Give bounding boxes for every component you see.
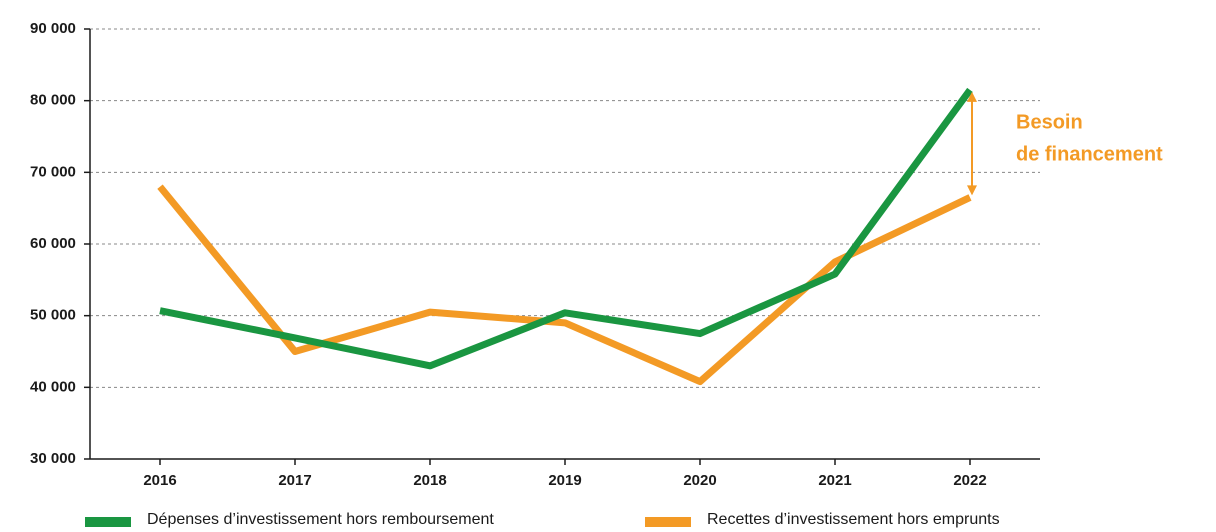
legend-swatch [85, 517, 131, 527]
y-tick-label: 60 000 [30, 235, 76, 252]
y-tick-label: 90 000 [30, 20, 76, 37]
x-tick-label: 2020 [683, 472, 716, 489]
x-tick-label: 2016 [143, 472, 176, 489]
legend-swatch [645, 517, 691, 527]
x-tick-label: 2018 [413, 472, 446, 489]
arrow-head [967, 185, 977, 196]
annotation: Besoin [1016, 111, 1083, 133]
series-line [157, 184, 972, 386]
y-tick-label: 30 000 [30, 450, 76, 467]
y-tick-label: 80 000 [30, 92, 76, 109]
x-tick-label: 2019 [548, 472, 581, 489]
y-tick-label: 40 000 [30, 378, 76, 395]
legend-label: Dépenses d’investissement hors rembourse… [147, 511, 494, 528]
arrow-head [967, 91, 977, 102]
series-line [159, 87, 973, 370]
legend-label: Recettes d’investissement hors emprunts [707, 511, 1000, 528]
x-tick-label: 2021 [818, 472, 851, 489]
x-tick-label: 2022 [953, 472, 986, 489]
y-tick-label: 70 000 [30, 163, 76, 180]
y-tick-label: 50 000 [30, 307, 76, 324]
x-tick-label: 2017 [278, 472, 311, 489]
annotation: de financement [1016, 143, 1163, 165]
